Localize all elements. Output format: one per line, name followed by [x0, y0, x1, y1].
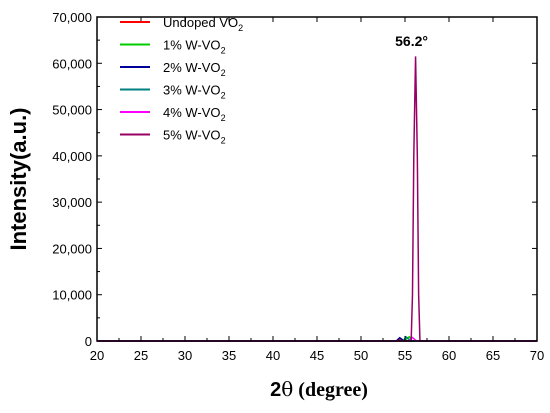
x-axis-title: 2θ (degree)	[270, 377, 368, 401]
x-axis-ticks: 20 25 30 35 40 45 50 55 60 65 70	[90, 17, 544, 363]
legend-label-2: 1% W-VO2	[163, 38, 226, 56]
legend-label-text: 4% W-VO	[163, 105, 221, 120]
y-axis-title: Intensity(a.u.)	[6, 107, 31, 250]
legend-label-subscript: 2	[221, 113, 226, 123]
x-tick-label: 65	[486, 348, 500, 363]
x-tick-label: 60	[442, 348, 456, 363]
x-tick-label: 45	[310, 348, 324, 363]
legend-label-subscript: 2	[221, 136, 226, 146]
legend-label-5: 4% W-VO2	[163, 105, 226, 123]
x-tick-label: 35	[222, 348, 236, 363]
legend-label-subscript: 2	[221, 46, 226, 56]
series-line-6	[97, 56, 537, 342]
y-tick-label: 40,000	[52, 149, 92, 164]
legend-label-1: Undoped VO2	[163, 15, 243, 33]
legend-label-subscript: 2	[221, 91, 226, 101]
x-tick-label: 40	[266, 348, 280, 363]
legend-label-3: 2% W-VO2	[163, 60, 226, 78]
legend-label-text: 1% W-VO	[163, 38, 221, 53]
legend-label-text: 5% W-VO	[163, 128, 221, 143]
y-tick-label: 30,000	[52, 195, 92, 210]
x-tick-label: 55	[398, 348, 412, 363]
legend-label-4: 3% W-VO2	[163, 83, 226, 101]
x-tick-label: 50	[354, 348, 368, 363]
legend-label-text: 2% W-VO	[163, 60, 221, 75]
y-tick-label: 70,000	[52, 10, 92, 25]
y-axis-ticks: 0 10,000 20,000 30,000 40,000 50,000 60,000 70,…	[52, 10, 537, 349]
legend-label-subscript: 2	[238, 23, 243, 33]
y-tick-label: 50,000	[52, 103, 92, 118]
y-tick-label: 10,000	[52, 288, 92, 303]
x-tick-label: 30	[178, 348, 192, 363]
x-tick-label: 20	[90, 348, 104, 363]
legend-label-subscript: 2	[221, 68, 226, 78]
y-tick-label: 0	[85, 334, 92, 349]
legend-label-6: 5% W-VO2	[163, 128, 226, 146]
y-tick-label: 20,000	[52, 241, 92, 256]
legend-label-text: Undoped VO	[163, 15, 238, 30]
plot-lines	[97, 56, 537, 342]
peak-annotation: 56.2°	[395, 33, 428, 49]
y-tick-label: 60,000	[52, 56, 92, 71]
x-tick-label: 25	[134, 348, 148, 363]
legend-label-text: 3% W-VO	[163, 83, 221, 98]
x-axis-title-rest: (degree)	[293, 379, 368, 401]
x-axis-title-main: 2	[270, 379, 281, 401]
x-axis-title-theta: θ	[281, 377, 293, 401]
x-tick-label: 70	[530, 348, 544, 363]
